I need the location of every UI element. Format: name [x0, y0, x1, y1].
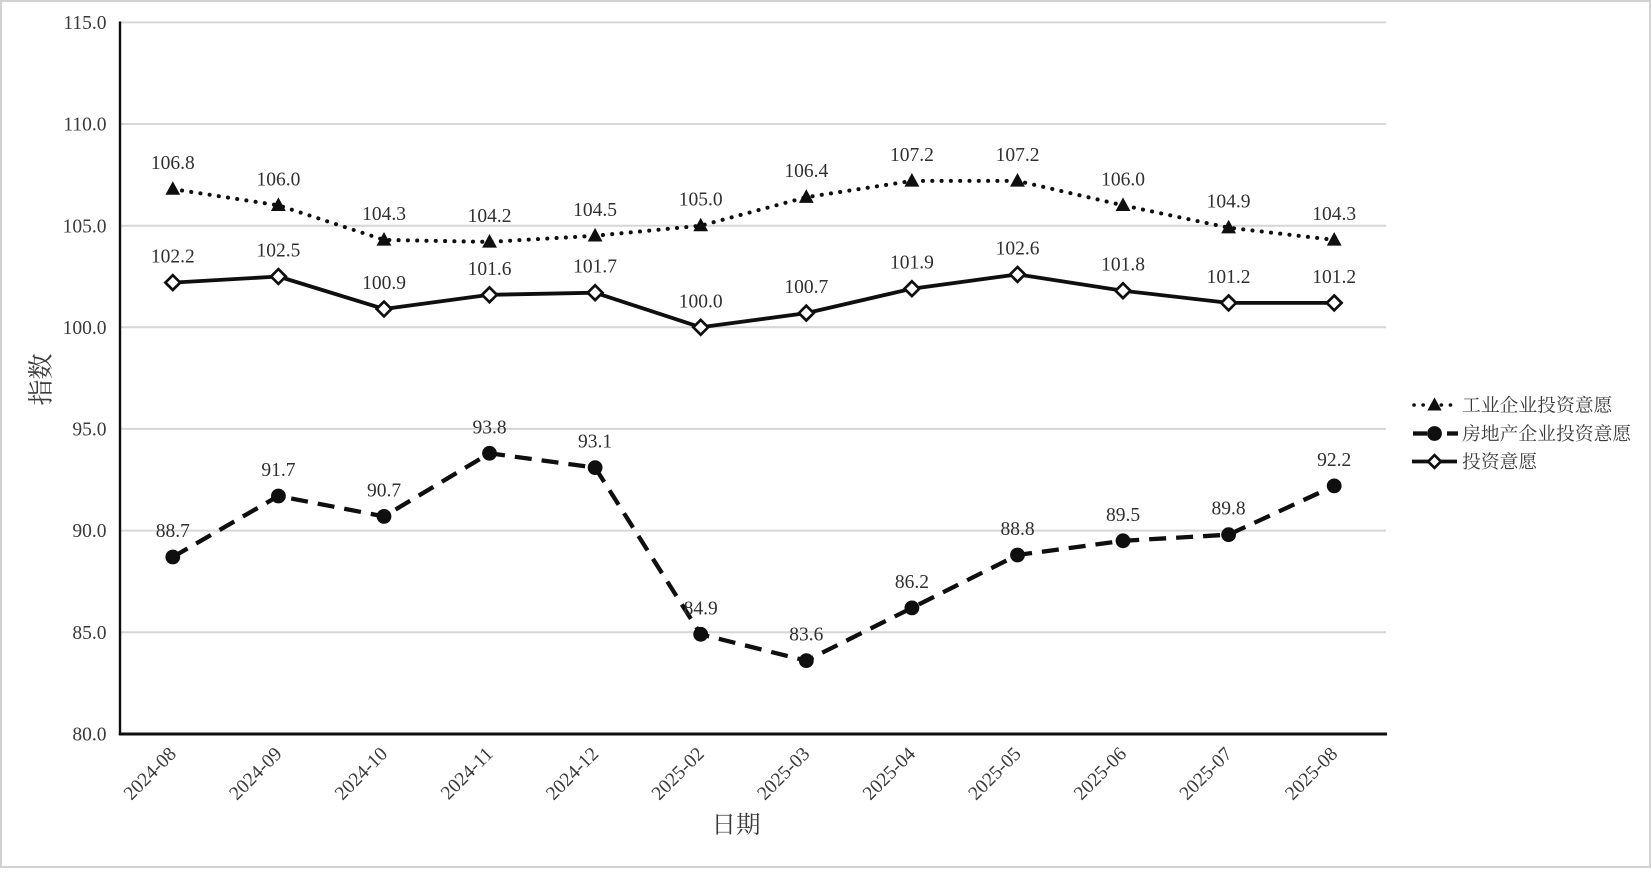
svg-text:93.8: 93.8: [472, 417, 506, 438]
svg-text:106.0: 106.0: [256, 169, 300, 190]
svg-text:100.0: 100.0: [679, 291, 723, 312]
svg-text:104.3: 104.3: [362, 204, 406, 225]
svg-text:80.0: 80.0: [72, 725, 106, 746]
svg-text:83.6: 83.6: [789, 625, 823, 646]
svg-text:107.2: 107.2: [890, 145, 934, 166]
svg-text:93.1: 93.1: [578, 432, 612, 453]
svg-text:100.7: 100.7: [784, 277, 828, 298]
svg-text:106.8: 106.8: [151, 153, 195, 174]
svg-text:95.0: 95.0: [72, 420, 106, 441]
svg-text:106.0: 106.0: [1101, 169, 1145, 190]
svg-text:104.2: 104.2: [468, 206, 512, 227]
svg-text:84.9: 84.9: [684, 598, 718, 619]
svg-text:100.9: 100.9: [362, 273, 406, 294]
svg-text:115.0: 115.0: [63, 13, 106, 34]
svg-text:101.7: 101.7: [573, 257, 617, 278]
svg-text:91.7: 91.7: [261, 460, 295, 481]
svg-text:89.8: 89.8: [1212, 499, 1246, 520]
svg-text:90.7: 90.7: [367, 480, 401, 501]
svg-text:101.8: 101.8: [1101, 255, 1145, 276]
svg-text:101.9: 101.9: [890, 253, 934, 274]
svg-text:88.8: 88.8: [1000, 519, 1034, 540]
svg-text:104.9: 104.9: [1207, 192, 1251, 213]
svg-text:85.0: 85.0: [72, 623, 106, 644]
svg-text:102.5: 102.5: [256, 241, 300, 262]
svg-text:90.0: 90.0: [72, 521, 106, 542]
svg-text:104.3: 104.3: [1312, 204, 1356, 225]
svg-text:102.6: 102.6: [996, 238, 1040, 259]
svg-text:101.2: 101.2: [1312, 267, 1356, 288]
svg-text:92.2: 92.2: [1317, 450, 1351, 471]
svg-text:105.0: 105.0: [63, 216, 107, 237]
svg-text:104.5: 104.5: [573, 200, 617, 221]
svg-text:100.0: 100.0: [63, 318, 107, 339]
svg-text:88.7: 88.7: [156, 521, 190, 542]
svg-text:89.5: 89.5: [1106, 505, 1140, 526]
svg-text:102.2: 102.2: [151, 247, 195, 268]
svg-text:101.2: 101.2: [1207, 267, 1251, 288]
svg-text:105.0: 105.0: [679, 190, 723, 211]
svg-text:86.2: 86.2: [895, 572, 929, 593]
svg-text:110.0: 110.0: [63, 115, 106, 136]
svg-text:106.4: 106.4: [784, 161, 828, 182]
svg-text:101.6: 101.6: [468, 259, 512, 280]
svg-text:107.2: 107.2: [996, 145, 1040, 166]
